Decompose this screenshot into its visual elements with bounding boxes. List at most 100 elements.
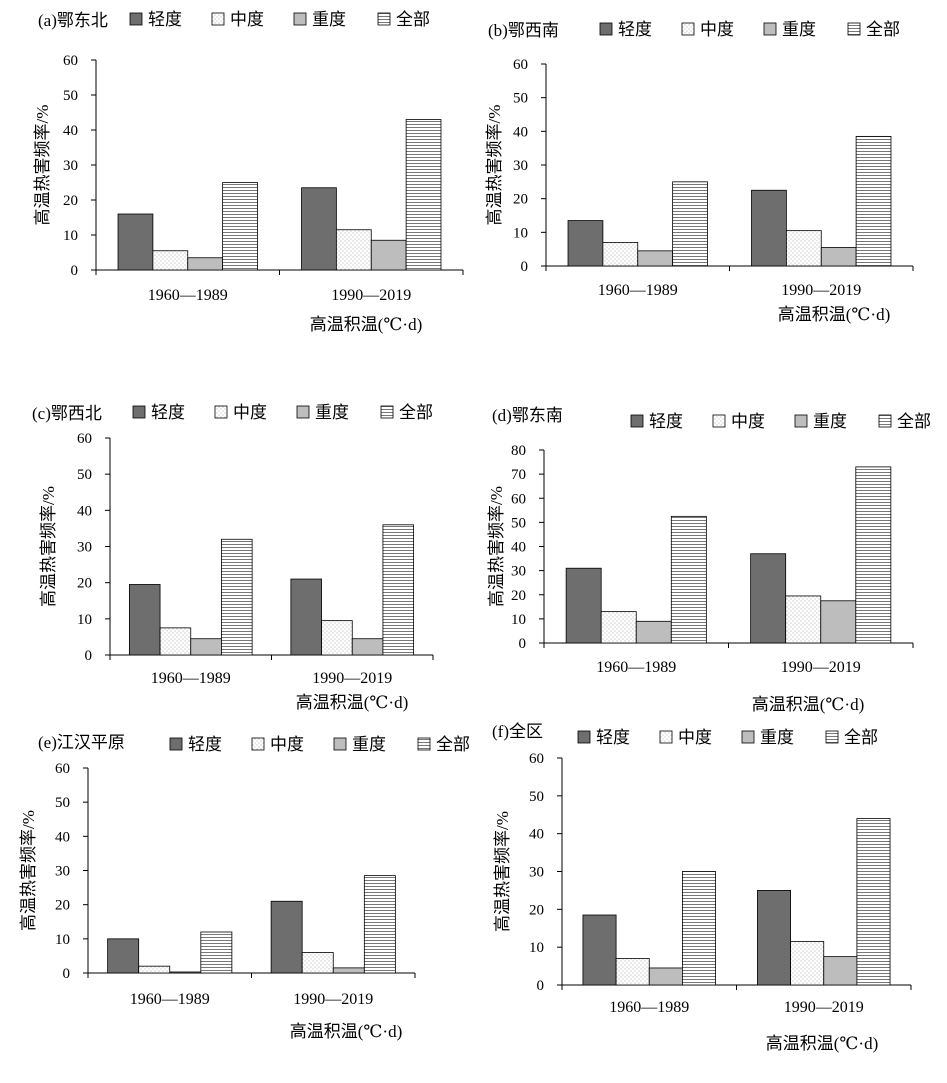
legend-label: 轻度 (148, 10, 182, 29)
bar-all (221, 538, 253, 656)
x-category-label: 1960—1989 (130, 991, 210, 1008)
legend-label: 中度 (270, 735, 304, 754)
legend-label: 重度 (813, 412, 847, 431)
y-tick-label: 60 (513, 57, 528, 73)
x-axis-title: 高温积温(℃·d) (290, 1022, 403, 1041)
legend-swatch-all (380, 405, 394, 419)
bar-medium (301, 952, 334, 974)
legend-label: 轻度 (596, 728, 630, 747)
y-tick-label: 50 (63, 88, 78, 104)
bar-heavy (823, 956, 858, 986)
bar-all (672, 181, 708, 267)
x-category-label: 1990—2019 (293, 991, 373, 1008)
bar-all (363, 875, 396, 974)
y-axis-title: 高温热害频率/% (33, 105, 52, 226)
y-tick-label: 70 (511, 467, 526, 483)
legend-swatch-all (878, 414, 892, 428)
chart-title: (b)鄂西南 (488, 21, 559, 40)
y-tick-label: 0 (521, 259, 529, 275)
y-tick-label: 20 (63, 193, 78, 209)
bar-heavy (190, 638, 222, 656)
legend-swatch-heavy (293, 12, 307, 26)
legend-swatch-heavy (794, 414, 808, 428)
x-category-label: 1960—1989 (598, 282, 678, 299)
y-tick-label: 30 (77, 540, 92, 556)
legend-label: 重度 (782, 20, 816, 39)
bar-light (301, 187, 337, 271)
legend-swatch-medium (211, 12, 225, 26)
y-tick-label: 20 (77, 576, 92, 592)
chart-panel-1: (a)鄂东北 0 10 20 30 40 50 60 1960—1989 1990—2019 轻度 中… (33, 10, 464, 334)
y-tick-label: 40 (63, 123, 78, 139)
y-tick-label: 50 (511, 515, 526, 531)
x-category-label: 1960—1989 (151, 670, 231, 687)
legend-swatch-light (630, 414, 644, 428)
y-tick-label: 10 (55, 932, 70, 948)
bar-all (670, 515, 707, 644)
bar-medium (321, 620, 353, 656)
bar-medium (785, 230, 822, 267)
legend-label: 中度 (233, 403, 267, 422)
x-axis-title: 高温积温(℃·d) (310, 315, 423, 334)
x-axis-title: 高温积温(℃·d) (766, 1034, 879, 1053)
y-tick-label: 10 (529, 940, 544, 956)
legend-label: 全部 (436, 735, 470, 754)
bar-heavy (332, 967, 365, 974)
y-axis-title: 高温热害频率/% (487, 486, 506, 607)
y-tick-label: 0 (85, 648, 93, 664)
bar-light (582, 914, 617, 986)
y-tick-label: 0 (63, 966, 71, 982)
legend-swatch-light (132, 405, 146, 419)
y-tick-label: 30 (513, 158, 528, 174)
x-category-label: 1990—2019 (781, 282, 861, 299)
y-tick-label: 0 (519, 636, 527, 652)
y-tick-label: 80 (511, 443, 526, 459)
legend-swatch-light (129, 12, 143, 26)
legend-swatch-light (169, 737, 183, 751)
y-tick-label: 50 (55, 795, 70, 811)
y-tick-label: 20 (529, 902, 544, 918)
y-tick-label: 20 (55, 898, 70, 914)
y-tick-label: 60 (63, 53, 78, 69)
bar-light (128, 584, 161, 656)
chart-panel-6: (f)全区 0 10 20 30 40 50 60 1960—1989 1990—2019 轻度 中度… (492, 722, 912, 1053)
y-tick-label: 10 (63, 228, 78, 244)
bar-light (750, 553, 787, 644)
legend-swatch-all (377, 12, 391, 26)
bar-all (855, 466, 892, 644)
bar-heavy (648, 967, 683, 986)
y-tick-label: 30 (55, 864, 70, 880)
legend-swatch-light (599, 22, 613, 36)
y-axis-title: 高温热害频率/% (493, 811, 512, 932)
y-tick-label: 40 (511, 540, 526, 556)
bar-medium (785, 595, 822, 644)
chart-panel-4: (d)鄂东南 0 10 20 30 40 50 60 70 80 1960—1989 1990—201… (487, 406, 931, 714)
y-tick-label: 40 (55, 829, 70, 845)
x-category-label: 1990—2019 (312, 670, 392, 687)
y-tick-label: 10 (77, 612, 92, 628)
x-axis-title: 高温积温(℃·d) (778, 305, 891, 324)
y-axis-title: 高温热害频率/% (485, 105, 504, 226)
bar-medium (138, 965, 171, 974)
y-tick-label: 30 (529, 865, 544, 881)
legend-swatch-medium (659, 730, 673, 744)
bar-medium (615, 958, 650, 986)
bar-heavy (370, 239, 407, 271)
chart-panel-5: (e)江汉平原 0 10 20 30 40 50 60 1960—1989 1990—2019 轻度… (19, 733, 470, 1041)
legend-label: 中度 (230, 10, 264, 29)
legend-swatch-medium (681, 22, 695, 36)
y-axis-title: 高温热害频率/% (39, 486, 58, 607)
legend-label: 轻度 (188, 735, 222, 754)
chart-title: (c)鄂西北 (32, 404, 102, 423)
legend-label: 全部 (399, 403, 433, 422)
y-tick-label: 10 (511, 612, 526, 628)
y-tick-label: 40 (529, 827, 544, 843)
y-tick-label: 30 (511, 564, 526, 580)
chart-title: (a)鄂东北 (38, 11, 108, 30)
x-category-label: 1990—2019 (784, 999, 864, 1016)
y-tick-label: 50 (513, 91, 528, 107)
bar-all (405, 119, 442, 271)
legend-swatch-heavy (741, 730, 755, 744)
legend-label: 中度 (731, 412, 765, 431)
